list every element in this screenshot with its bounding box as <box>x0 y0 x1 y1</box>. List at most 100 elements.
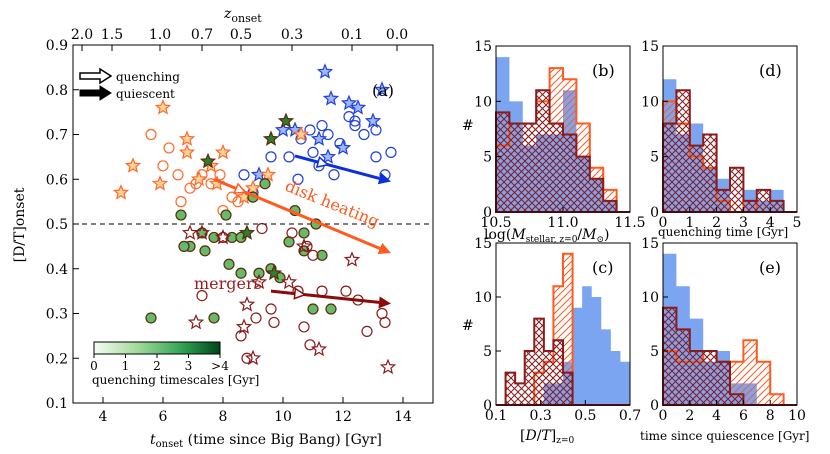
hist-x-tick-label: 5 <box>793 215 802 231</box>
hist-outline-dark-red <box>662 89 797 213</box>
hist-outline-dark-red <box>495 89 630 213</box>
y-tick-label: 0.6 <box>46 172 68 188</box>
colorbar-tick-label: 1 <box>122 359 130 373</box>
point-green-stars <box>199 152 217 169</box>
hist-y-tick-label: 5 <box>483 344 492 360</box>
point-orange-circles <box>163 142 175 154</box>
panel-label-e: (e) <box>759 258 781 277</box>
hist-frame <box>495 242 631 406</box>
legend: quenching quiescent <box>79 67 180 101</box>
point-orange-stars <box>151 175 169 191</box>
y-axis-label-b: # <box>462 118 474 134</box>
point-dark-red-stars <box>343 251 361 267</box>
panel-label-b: (b) <box>592 61 615 80</box>
point-blue-stars <box>319 148 337 164</box>
hist-x-tick-label: 0 <box>659 215 668 231</box>
hist-y-tick-label: 0 <box>483 205 492 221</box>
hollow-arrowhead-dark-red <box>293 287 307 300</box>
point-blue-stars <box>316 63 334 79</box>
top-tick-label: 0.3 <box>281 27 303 43</box>
colorbar-gradient <box>93 341 221 355</box>
point-blue-circles <box>385 146 397 158</box>
point-orange-stars <box>292 125 310 142</box>
point-green-circles <box>298 227 310 239</box>
scatter-panel-a: 4 6 8 10 12 140.10.20.30.40.50.60.70.80.92.0 1… <box>12 6 434 450</box>
y-tick-label: 0.5 <box>46 217 68 233</box>
point-green-circles <box>145 312 157 324</box>
arrowhead-orange <box>377 242 391 255</box>
y-tick-label: 0.3 <box>46 307 68 323</box>
histogram-panel-d: 0 1 2 3 4 5 0 5 10 15 (d) <box>641 39 801 231</box>
point-green-circles <box>220 209 232 221</box>
point-blue-circles <box>358 128 370 141</box>
y-tick-label: 0.1 <box>46 396 68 412</box>
point-dark-red-circles <box>304 339 316 351</box>
histogram-panel-c: 0.1 0.3 0.5 0.7 0 5 10 15 (c) <box>474 236 641 424</box>
top-tick-label: 0.1 <box>341 27 363 43</box>
hist-y-tick-label: 5 <box>483 150 492 166</box>
legend-quiescent: quiescent <box>116 87 175 101</box>
hist-x-tick-label: 10.5 <box>480 215 511 231</box>
point-orange-circles <box>232 196 244 208</box>
point-orange-stars <box>214 143 232 160</box>
x-tick-label: 12 <box>334 409 352 425</box>
point-dark-red-stars <box>187 313 205 330</box>
hist-x-tick-label: 11.0 <box>547 215 578 231</box>
point-orange-stars <box>259 166 277 182</box>
hist-y-tick-label: 15 <box>474 39 492 55</box>
top-tick-label: 1.0 <box>149 27 171 43</box>
y-axis-label-c: # <box>462 318 474 334</box>
point-orange-circles <box>157 160 169 172</box>
point-dark-red-circles <box>235 330 247 342</box>
filled-arrow-icon <box>79 85 112 101</box>
point-blue-circles <box>238 169 250 181</box>
hist-fill-dark-red <box>663 307 797 405</box>
hist-fill-blue <box>496 286 630 405</box>
histogram-panel-b: 10.5 11.0 11.5 0 5 10 15 (b) <box>474 39 645 231</box>
annotation-mergers: mergers <box>194 274 262 293</box>
colorbar-tick-label: >4 <box>211 359 229 373</box>
point-green-circles <box>175 209 187 221</box>
x-tick-label: 10 <box>274 409 292 425</box>
hist-y-tick-label: 5 <box>650 150 659 166</box>
hist-x-tick-label: 0.7 <box>619 408 641 424</box>
panel-label-a: (a) <box>372 81 394 100</box>
top-tick-label: 0.5 <box>230 27 252 43</box>
point-dark-red-circles <box>286 227 298 239</box>
hist-y-tick-label: 0 <box>483 398 492 414</box>
hist-x-tick-label: 0.1 <box>485 408 507 424</box>
point-blue-circles <box>283 151 295 163</box>
point-green-stars <box>262 130 280 146</box>
hist-y-tick-label: 10 <box>474 290 492 306</box>
y-tick-label: 0.7 <box>46 128 68 144</box>
point-blue-circles <box>349 115 361 127</box>
top-axis-label: zonset <box>223 6 262 25</box>
colorbar-tick-label: 2 <box>153 359 161 373</box>
y-tick-label: 0.2 <box>46 351 68 367</box>
point-green-circles <box>259 178 271 190</box>
point-dark-red-stars <box>244 349 262 366</box>
point-blue-circles <box>265 151 277 163</box>
point-green-stars <box>238 224 256 240</box>
hist-y-tick-label: 15 <box>641 39 659 55</box>
point-green-circles <box>325 303 337 315</box>
panel-label-d: (d) <box>759 61 782 80</box>
hist-x-tick-label: 10 <box>788 408 806 424</box>
hist-x-tick-label: 6 <box>739 408 748 424</box>
point-dark-red-stars <box>235 318 253 334</box>
hist-y-tick-label: 0 <box>650 398 659 414</box>
point-blue-circles <box>328 169 340 181</box>
hist-frame <box>662 242 798 406</box>
point-blue-circles <box>316 119 328 132</box>
colorbar-tick-label: 0 <box>90 359 98 373</box>
x-axis-label-b: log(Mstellar, z=0/M⊙) <box>484 227 610 245</box>
point-blue-stars <box>334 139 352 155</box>
point-blue-stars <box>373 81 391 97</box>
hist-x-tick-label: 2 <box>712 215 721 231</box>
colorbar-label: quenching timescales [Gyr] <box>92 373 259 387</box>
point-blue-stars <box>310 130 328 146</box>
point-blue-circles <box>304 124 316 136</box>
hollow-arrow-icon <box>79 67 113 85</box>
point-dark-red-circles <box>379 316 391 329</box>
